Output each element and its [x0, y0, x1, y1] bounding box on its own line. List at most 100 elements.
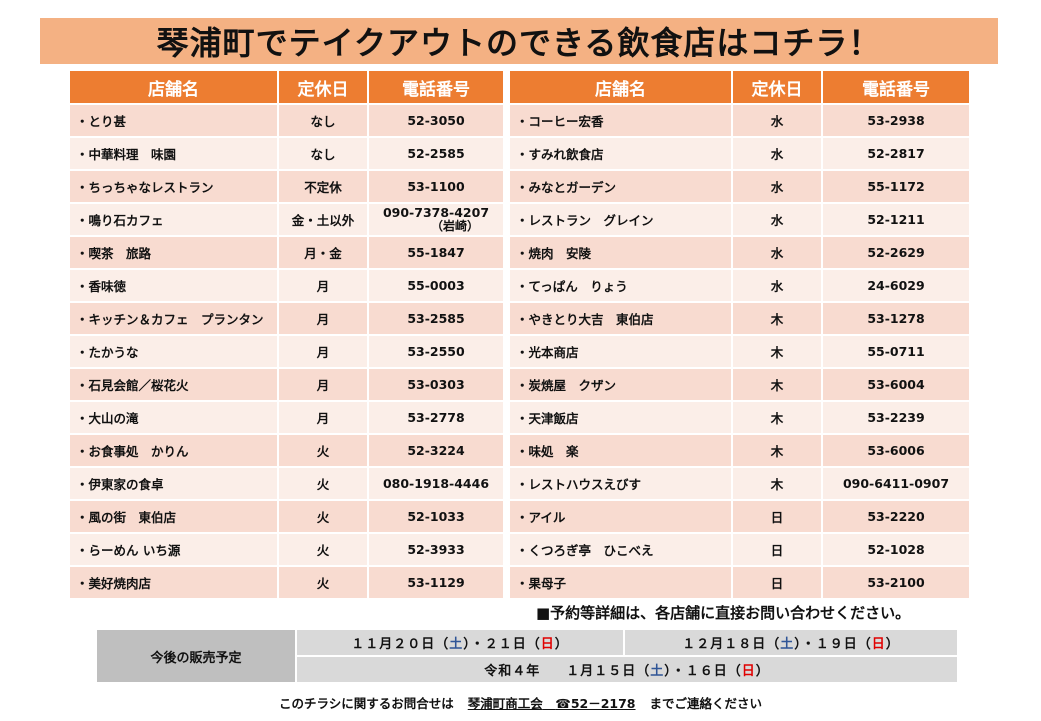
shop-row: ・くつろぎ亭 ひこべえ日 52-1028: [510, 532, 971, 566]
saturday-mark: 土: [780, 637, 795, 652]
shop-row: ・ちっちゃなレストラン 不定休 53-1100: [70, 169, 505, 203]
shop-name: ・光本商店: [510, 334, 733, 368]
shop-list-left: ・とり甚 なし 52-3050 ・中華料理 味園 なし 52-2585 ・ちっちゃなレストラ…: [70, 103, 505, 598]
shop-name: ・大山の滝: [70, 400, 279, 434]
shop-name: ・果母子: [510, 565, 733, 598]
closed-day: 木: [732, 433, 823, 467]
shop-name: ・石見会館／桜花火: [70, 367, 279, 401]
phone-number: 53-2220: [822, 499, 971, 533]
closed-day: 火: [278, 565, 369, 598]
shop-name: ・たかうな: [70, 334, 279, 368]
sunday-mark: 日: [871, 637, 886, 652]
shop-row: ・光本商店木 55-0711: [510, 334, 971, 368]
shop-row: ・美好焼肉店火 53-1129: [70, 565, 505, 598]
phone-number: 53-2550: [368, 334, 505, 368]
shop-row: ・たかうな月 53-2550: [70, 334, 505, 368]
shop-row: ・炭焼屋 クザン木 53-6004: [510, 367, 971, 401]
page-title: 琴浦町でテイクアウトのできる飲食店はコチラ！: [40, 18, 998, 64]
shop-row: ・大山の滝月 53-2778: [70, 400, 505, 434]
era-year: 令和４年: [484, 664, 541, 679]
closed-day: 水: [732, 268, 823, 302]
closed-day: 不定休: [278, 169, 369, 203]
shop-name: ・焼肉 安陵: [510, 235, 733, 269]
shop-name: ・炭焼屋 クザン: [510, 367, 733, 401]
closed-day: なし: [278, 103, 369, 137]
shop-name: ・みなとガーデン: [510, 169, 733, 203]
closed-day: 月: [278, 334, 369, 368]
shop-row: ・レストハウスえびす木 090-6411-0907: [510, 466, 971, 500]
shop-name: ・くつろぎ亭 ひこべえ: [510, 532, 733, 566]
shop-name: ・伊東家の食卓: [70, 466, 279, 500]
shop-name: ・お食事処 かりん: [70, 433, 279, 467]
closed-day: 火: [278, 466, 369, 500]
shop-name: ・中華料理 味園: [70, 136, 279, 170]
shop-name: ・アイル: [510, 499, 733, 533]
saturday-mark: 土: [650, 664, 665, 679]
sunday-mark: 日: [741, 664, 756, 679]
closed-day: 火: [278, 499, 369, 533]
closed-day: 金・土以外: [278, 202, 369, 236]
phone-number: 24-6029: [822, 268, 971, 302]
closed-day: 月・金: [278, 235, 369, 269]
schedule-date-2: １２月１８日（土）・１９日（日）: [625, 630, 957, 655]
header-name: 店舗名: [510, 71, 733, 104]
phone-number: 55-0003: [368, 268, 505, 302]
closed-day: 火: [278, 433, 369, 467]
shop-row: ・みなとガーデン水 55-1172: [510, 169, 971, 203]
closed-day: 木: [732, 367, 823, 401]
shop-name: ・てっぱん りょう: [510, 268, 733, 302]
phone-number: 52-1028: [822, 532, 971, 566]
schedule-label: 今後の販売予定: [97, 630, 295, 682]
shop-table-left: 店舗名 定休日 電話番号 ・とり甚 なし 52-3050 ・中華料理 味園 なし 52-2…: [70, 71, 505, 598]
date-text: ）: [885, 637, 900, 652]
closed-day: 木: [732, 400, 823, 434]
phone-number-main: 090-7378-4207: [382, 205, 490, 220]
shop-row: ・お食事処 かりん火 52-3224: [70, 433, 505, 467]
shop-name: ・ちっちゃなレストラン: [70, 169, 279, 203]
closed-day: 月: [278, 268, 369, 302]
date-text: １２月１８日（: [682, 637, 781, 652]
closed-day: 日: [732, 532, 823, 566]
schedule-date-1: １１月２０日（土）・２１日（日）: [297, 630, 623, 655]
shop-row: ・香味徳月 55-0003: [70, 268, 505, 302]
phone-number: 52-2817: [822, 136, 971, 170]
shop-row: ・石見会館／桜花火月 53-0303: [70, 367, 505, 401]
shop-name: ・美好焼肉店: [70, 565, 279, 598]
phone-number: 52-2585: [368, 136, 505, 170]
shop-name: ・天津飯店: [510, 400, 733, 434]
phone-number: 53-6004: [822, 367, 971, 401]
shop-table-right: 店舗名 定休日 電話番号 ・コーヒー宏香水 53-2938 ・すみれ飲食店水 52-2…: [510, 71, 971, 598]
phone-number: 53-6006: [822, 433, 971, 467]
closed-day: 木: [732, 334, 823, 368]
footer-phone: ☎52－2178: [555, 696, 636, 711]
shop-name: ・味処 楽: [510, 433, 733, 467]
shop-name: ・らーめん いち源: [70, 532, 279, 566]
shop-name: ・レストラン グレイン: [510, 202, 733, 236]
shop-name: ・風の街 東伯店: [70, 499, 279, 533]
date-text: ）・１６日（: [664, 664, 742, 679]
shop-row: ・てっぱん りょう水 24-6029: [510, 268, 971, 302]
phone-number: 53-2778: [368, 400, 505, 434]
phone-number: 53-1129: [368, 565, 505, 598]
footer-text: までご連絡ください: [649, 696, 763, 711]
closed-day: 日: [732, 565, 823, 598]
shop-row: ・風の街 東伯店火 52-1033: [70, 499, 505, 533]
shop-name: ・喫茶 旅路: [70, 235, 279, 269]
closed-day: なし: [278, 136, 369, 170]
shop-row: ・天津飯店木 53-2239: [510, 400, 971, 434]
shop-name: ・とり甚: [70, 103, 279, 137]
phone-number: 53-2100: [822, 565, 971, 598]
closed-day: 月: [278, 301, 369, 335]
closed-day: 火: [278, 532, 369, 566]
shop-name: ・香味徳: [70, 268, 279, 302]
closed-day: 日: [732, 499, 823, 533]
phone-number: 53-2585: [368, 301, 505, 335]
header-tel: 電話番号: [368, 71, 505, 104]
phone-number: 090-6411-0907: [822, 466, 971, 500]
phone-number: 53-0303: [368, 367, 505, 401]
phone-number: 52-3224: [368, 433, 505, 467]
shop-row: ・らーめん いち源火 52-3933: [70, 532, 505, 566]
closed-day: 月: [278, 400, 369, 434]
phone-number: 080-1918-4446: [368, 466, 505, 500]
phone-number: 53-2938: [822, 103, 971, 137]
